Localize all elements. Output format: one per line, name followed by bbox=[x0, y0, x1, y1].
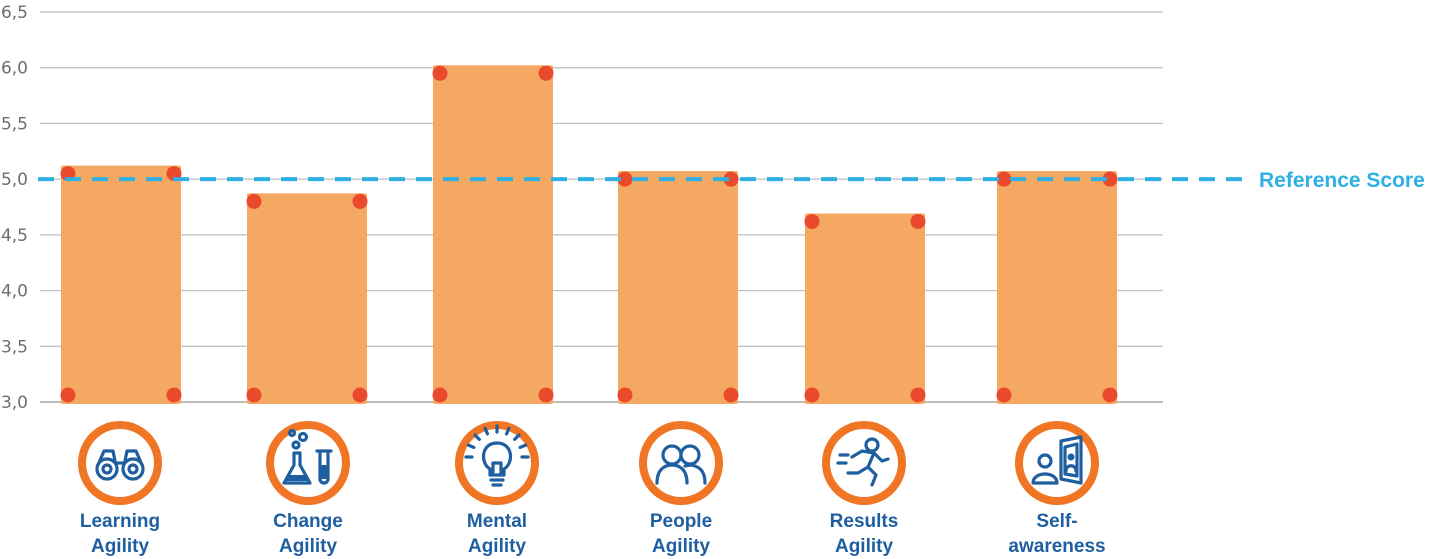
reference-line-group: Reference Score bbox=[38, 169, 1425, 192]
category-label-line: Agility bbox=[652, 536, 710, 557]
bar-group bbox=[246, 193, 368, 404]
y-tick-label: 6,0 bbox=[1, 59, 28, 79]
bar-group bbox=[60, 165, 182, 404]
bar-corner-dot bbox=[910, 213, 926, 229]
bar-corner-dot bbox=[432, 65, 448, 81]
category-label-line: Learning bbox=[80, 511, 160, 532]
bar-corner-dot bbox=[538, 387, 554, 403]
category-label-line: awareness bbox=[1008, 536, 1105, 557]
bar-group bbox=[617, 171, 739, 404]
category-icons bbox=[78, 421, 1099, 505]
bar-corner-dot bbox=[1102, 171, 1118, 187]
y-tick-label: 5,5 bbox=[1, 114, 28, 134]
bar bbox=[247, 193, 367, 404]
runner-icon bbox=[822, 421, 906, 505]
icon-circle-inner bbox=[830, 429, 898, 497]
binoculars-icon bbox=[78, 421, 162, 505]
category-label: People Agility bbox=[650, 511, 712, 557]
icon-circle-inner bbox=[274, 429, 342, 497]
bar-corner-dot bbox=[910, 387, 926, 403]
y-axis-labels: 3,0 3,5 4,0 4,5 5,0 5,5 6,0 6,5 bbox=[1, 3, 28, 413]
mirror-icon-glyph bbox=[1031, 435, 1083, 485]
bar-group bbox=[996, 171, 1118, 404]
reference-line-label: Reference Score bbox=[1259, 169, 1425, 192]
bar-group bbox=[804, 213, 926, 404]
grid-lines bbox=[40, 11, 1163, 403]
category-label-line: Change bbox=[273, 511, 343, 532]
bar-group bbox=[432, 65, 554, 405]
bar bbox=[997, 171, 1117, 404]
bar bbox=[805, 213, 925, 404]
flask-icon bbox=[266, 421, 350, 505]
runner-icon-glyph bbox=[836, 437, 890, 487]
category-label: Learning Agility bbox=[80, 511, 160, 557]
bar-corner-dot bbox=[804, 213, 820, 229]
bar bbox=[61, 165, 181, 404]
people-icon bbox=[639, 421, 723, 505]
bar-corner-dot bbox=[617, 171, 633, 187]
icon-circle-inner bbox=[647, 429, 715, 497]
category-label-line: Agility bbox=[835, 536, 893, 557]
category-label-line: Agility bbox=[279, 536, 337, 557]
bar bbox=[618, 171, 738, 404]
category-label-line: Self- bbox=[1036, 511, 1077, 532]
flask-icon-glyph bbox=[282, 428, 333, 485]
y-tick-label: 4,5 bbox=[1, 226, 28, 246]
bar-corner-dot bbox=[804, 387, 820, 403]
category-label: Results Agility bbox=[830, 511, 899, 557]
category-label-line: Mental bbox=[467, 511, 527, 532]
lightbulb-icon bbox=[455, 421, 539, 505]
binoculars-icon-glyph bbox=[95, 449, 145, 481]
bar-corner-dot bbox=[1102, 387, 1118, 403]
category-label-line: Agility bbox=[91, 536, 149, 557]
people-icon-glyph bbox=[655, 444, 707, 485]
bar-corner-dot bbox=[60, 387, 76, 403]
y-tick-label: 3,0 bbox=[1, 393, 28, 413]
bars bbox=[60, 65, 1118, 405]
category-label-line: Agility bbox=[468, 536, 526, 557]
category-label: Change Agility bbox=[273, 511, 343, 557]
category-label: Mental Agility bbox=[467, 511, 527, 557]
bar-corner-dot bbox=[432, 387, 448, 403]
bar-corner-dot bbox=[246, 193, 262, 209]
bar-corner-dot bbox=[723, 171, 739, 187]
y-tick-label: 4,0 bbox=[1, 282, 28, 302]
category-label: Self-awareness bbox=[1008, 511, 1105, 557]
bar bbox=[433, 65, 553, 405]
y-tick-label: 3,5 bbox=[1, 337, 28, 357]
category-label-line: People bbox=[650, 511, 712, 532]
bar-corner-dot bbox=[352, 387, 368, 403]
bar-corner-dot bbox=[723, 387, 739, 403]
bar-corner-dot bbox=[246, 387, 262, 403]
bar-corner-dot bbox=[352, 193, 368, 209]
category-labels: Learning Agility Change Agility Mental Agilit… bbox=[80, 511, 1106, 557]
mirror-icon bbox=[1015, 421, 1099, 505]
bar-corner-dot bbox=[538, 65, 554, 81]
bar-corner-dot bbox=[617, 387, 633, 403]
bar-corner-dot bbox=[996, 387, 1012, 403]
y-tick-label: 6,5 bbox=[1, 3, 28, 23]
lightbulb-icon-glyph bbox=[464, 424, 530, 487]
y-tick-label: 5,0 bbox=[1, 170, 28, 190]
bar-corner-dot bbox=[166, 387, 182, 403]
bar-corner-dot bbox=[996, 171, 1012, 187]
category-label-line: Results bbox=[830, 511, 899, 532]
